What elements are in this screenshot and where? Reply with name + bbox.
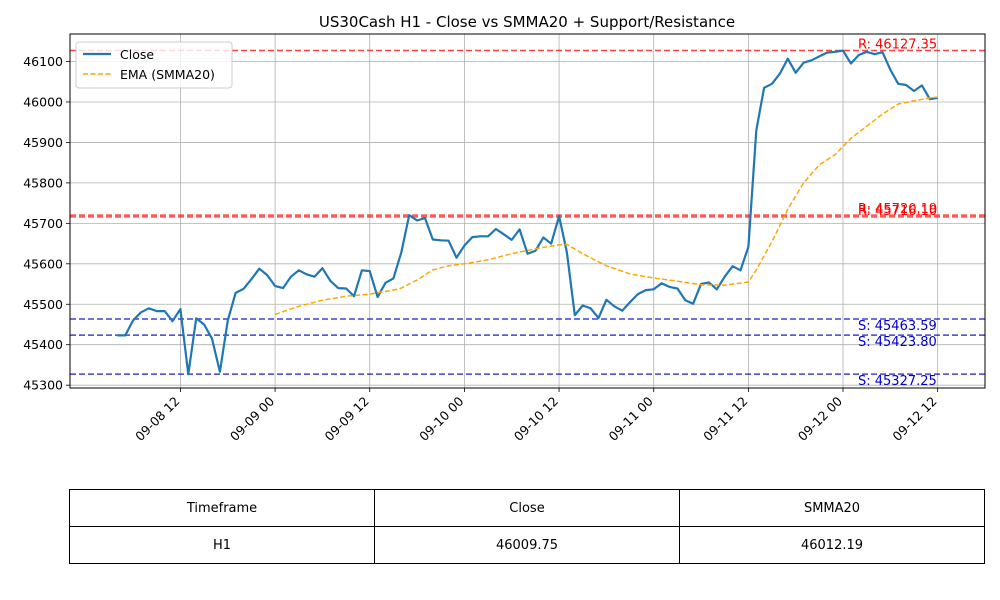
x-tick-label: 09-11 12 <box>700 394 750 444</box>
smma20-line <box>274 96 938 316</box>
plot-background <box>70 34 985 388</box>
x-tick-label: 09-10 00 <box>416 393 466 443</box>
y-tick-label: 46000 <box>23 94 63 109</box>
x-tick-label: 09-10 12 <box>511 394 561 444</box>
y-axis: 45300 45400 45500 45600 45700 45800 45900 46000… <box>23 54 70 393</box>
table-header-cell: Timeframe <box>69 489 375 527</box>
y-tick-label: 45300 <box>23 378 63 393</box>
x-axis: 09-08 12 09-09 00 09-09 12 09-10 00 09-10 12… <box>132 388 940 444</box>
x-tick-label: 09-11 00 <box>605 393 655 443</box>
support-level-label: S: 45327.25 <box>858 374 937 389</box>
table-header-cell: SMMA20 <box>679 489 985 527</box>
y-tick-label: 45500 <box>23 297 63 312</box>
table-row: H1 46009.75 46012.19 <box>69 526 985 564</box>
x-tick-label: 09-09 12 <box>322 394 372 444</box>
series <box>117 49 938 376</box>
table-cell: H1 <box>69 526 375 564</box>
y-tick-label: 45800 <box>23 175 63 190</box>
y-tick-label: 45600 <box>23 256 63 271</box>
y-tick-label: 45400 <box>23 337 63 352</box>
chart: R: 46127.35 R: 45720.19R: 45716.10 S: 4546… <box>23 13 986 444</box>
resistance-level-label: R: 45720.19 <box>858 202 937 217</box>
summary-table: Timeframe Close SMMA20 H1 46009.75 46012… <box>69 489 985 564</box>
legend-box <box>75 41 233 89</box>
table-header-cell: Close <box>374 489 680 527</box>
y-tick-label: 45700 <box>23 216 63 231</box>
table-cell: 46012.19 <box>679 526 985 564</box>
chart-title: US30Cash H1 - Close vs SMMA20 + Support/… <box>319 13 735 31</box>
legend-smma-label: EMA (SMMA20) <box>120 67 215 82</box>
x-tick-label: 09-12 12 <box>889 394 939 444</box>
table-cell: 46009.75 <box>374 526 680 564</box>
resistance-level-label: R: 46127.35 <box>858 37 937 52</box>
resistance-level-label: R: 45716.10 <box>858 204 937 219</box>
y-tick-label: 45900 <box>23 135 63 150</box>
y-tick-label: 46100 <box>23 54 63 69</box>
legend: Close EMA (SMMA20) <box>75 41 233 89</box>
legend-close-label: Close <box>120 47 154 62</box>
x-tick-label: 09-12 00 <box>795 393 845 443</box>
close-price-line <box>117 49 938 376</box>
support-level-label: S: 45463.59 <box>858 319 937 334</box>
x-tick-label: 09-08 12 <box>132 394 182 444</box>
x-tick-label: 09-09 00 <box>227 393 277 443</box>
support-level-label: S: 45423.80 <box>858 335 937 350</box>
support-resistance-levels: R: 46127.35 R: 45720.19R: 45716.10 S: 4546… <box>70 37 985 389</box>
table-header-row: Timeframe Close SMMA20 <box>69 489 985 527</box>
plot-frame <box>69 33 986 389</box>
